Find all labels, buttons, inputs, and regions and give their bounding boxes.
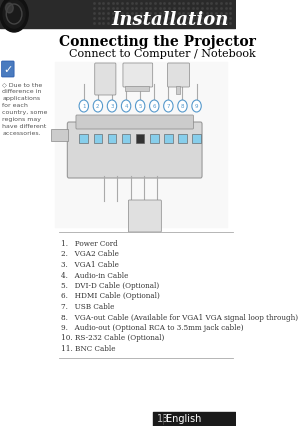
FancyBboxPatch shape: [136, 133, 145, 143]
Text: 8: 8: [181, 104, 184, 109]
Text: 4: 4: [124, 104, 128, 109]
Text: 7.   USB Cable: 7. USB Cable: [61, 303, 115, 311]
Text: 8.   VGA-out Cable (Available for VGA1 VGA signal loop through): 8. VGA-out Cable (Available for VGA1 VGA…: [61, 314, 298, 322]
Text: 3: 3: [110, 104, 114, 109]
Text: Installation: Installation: [111, 11, 229, 29]
Text: 9: 9: [195, 104, 198, 109]
Circle shape: [0, 0, 28, 32]
FancyBboxPatch shape: [67, 122, 202, 178]
Text: 1: 1: [82, 104, 85, 109]
Bar: [51, 129, 68, 141]
Text: 2.   VGA2 Cable: 2. VGA2 Cable: [61, 250, 119, 259]
FancyBboxPatch shape: [122, 133, 130, 143]
FancyBboxPatch shape: [76, 115, 194, 129]
Text: 10. RS-232 Cable (Optional): 10. RS-232 Cable (Optional): [61, 334, 164, 343]
Text: 11. BNC Cable: 11. BNC Cable: [61, 345, 116, 353]
Circle shape: [79, 100, 88, 112]
Circle shape: [107, 100, 117, 112]
FancyBboxPatch shape: [123, 63, 153, 87]
Text: 6: 6: [152, 104, 156, 109]
Text: 6.   HDMI Cable (Optional): 6. HDMI Cable (Optional): [61, 293, 160, 300]
FancyBboxPatch shape: [95, 63, 116, 95]
Text: Connect to Computer / Notebook: Connect to Computer / Notebook: [69, 49, 256, 59]
Circle shape: [93, 100, 103, 112]
Text: 9.   Audio-out (Optional RCA to 3.5mm jack cable): 9. Audio-out (Optional RCA to 3.5mm jack…: [61, 324, 244, 332]
FancyBboxPatch shape: [94, 133, 102, 143]
FancyBboxPatch shape: [192, 133, 201, 143]
Text: 5: 5: [138, 104, 142, 109]
Text: 2: 2: [96, 104, 100, 109]
Circle shape: [150, 100, 159, 112]
Circle shape: [122, 100, 131, 112]
Text: 7: 7: [167, 104, 170, 109]
FancyBboxPatch shape: [108, 133, 116, 143]
Circle shape: [5, 3, 13, 13]
Text: 5.   DVI-D Cable (Optional): 5. DVI-D Cable (Optional): [61, 282, 159, 290]
Circle shape: [3, 0, 25, 28]
Text: 4.   Audio-in Cable: 4. Audio-in Cable: [61, 271, 128, 279]
Text: ◇ Due to the
difference in
applications
for each
country, some
regions may
have : ◇ Due to the difference in applications …: [2, 82, 48, 136]
Text: 13: 13: [157, 414, 169, 424]
FancyBboxPatch shape: [168, 63, 190, 87]
Text: English: English: [166, 414, 201, 424]
FancyBboxPatch shape: [164, 133, 173, 143]
Circle shape: [136, 100, 145, 112]
Text: 3.   VGA1 Cable: 3. VGA1 Cable: [61, 261, 119, 269]
Text: Connecting the Projector: Connecting the Projector: [59, 35, 256, 49]
Text: ✓: ✓: [3, 64, 13, 75]
FancyBboxPatch shape: [125, 86, 149, 91]
FancyBboxPatch shape: [150, 133, 159, 143]
FancyBboxPatch shape: [2, 61, 14, 77]
FancyBboxPatch shape: [128, 200, 161, 232]
FancyBboxPatch shape: [176, 86, 180, 94]
Circle shape: [192, 100, 201, 112]
FancyBboxPatch shape: [178, 133, 187, 143]
Circle shape: [178, 100, 187, 112]
Circle shape: [164, 100, 173, 112]
Text: 1.   Power Cord: 1. Power Cord: [61, 240, 118, 248]
FancyBboxPatch shape: [80, 133, 88, 143]
